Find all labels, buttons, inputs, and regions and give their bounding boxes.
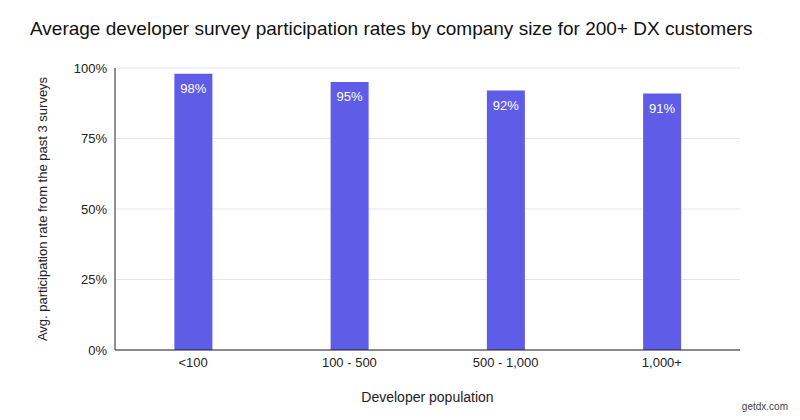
html-text:Average developer survey parti: Average developer survey participation r… [30,18,753,39]
svg-text:98%: 98% [180,81,206,96]
html-text:getdx.com: getdx.com [741,401,788,412]
svg-text:50%: 50% [81,202,107,217]
svg-text:75%: 75% [81,131,107,146]
svg-text:<100: <100 [178,355,207,370]
svg-text:91%: 91% [649,101,675,116]
svg-text:Avg. participation rate from t: Avg. participation rate from the past 3 … [35,76,50,341]
svg-text:100 - 500: 100 - 500 [322,355,377,370]
svg-text:92%: 92% [493,98,519,113]
svg-text:95%: 95% [337,89,363,104]
svg-text:1,000+: 1,000+ [642,355,682,370]
svg-text:Developer population: Developer population [361,389,493,405]
svg-text:0%: 0% [88,343,107,358]
svg-text:25%: 25% [81,272,107,287]
svg-text:100%: 100% [74,61,108,76]
svg-text:500 - 1,000: 500 - 1,000 [473,355,539,370]
